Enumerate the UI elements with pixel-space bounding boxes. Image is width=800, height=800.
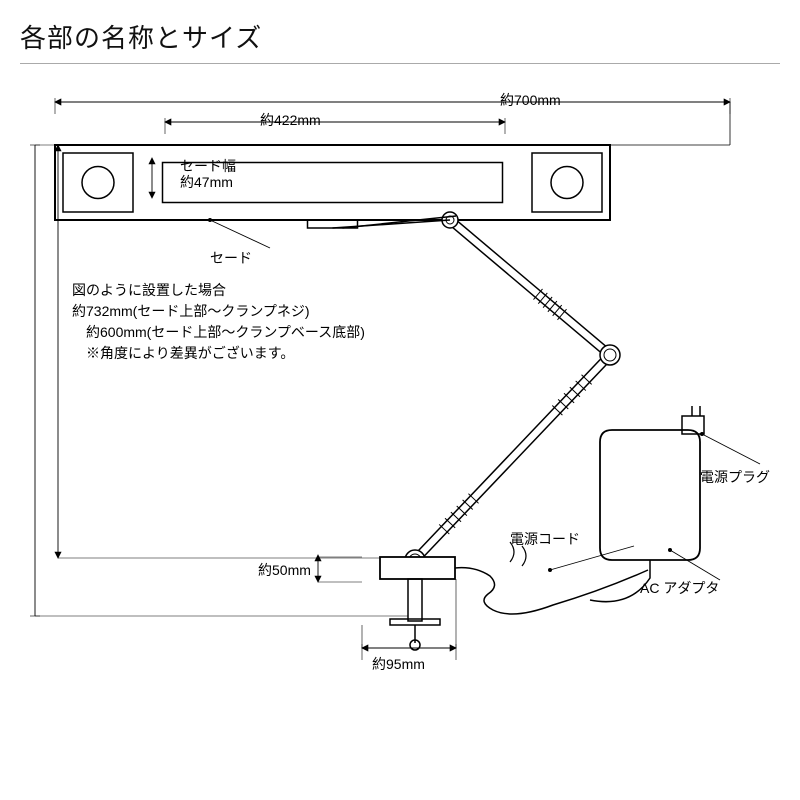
dim-clamp_h: 約50mm xyxy=(258,560,311,580)
note-line: 図のように設置した場合 xyxy=(72,280,365,301)
dim-clamp_w: 約95mm xyxy=(372,654,425,674)
install-note: 図のように設置した場合約732mm(セード上部～クランプネジ) 約600mm(セ… xyxy=(72,280,365,364)
dim-shade_width: 約422mm xyxy=(260,110,321,130)
page: 各部の名称とサイズ 約700mm約422mm約47mmセード幅約50mm約95m… xyxy=(0,0,800,800)
callout-plug: 電源プラグ xyxy=(700,467,770,487)
callout-cord: 電源コード xyxy=(510,529,580,549)
note-line: ※角度により差異がございます。 xyxy=(72,343,365,364)
title-block: 各部の名称とサイズ xyxy=(20,18,780,64)
callout-adapter: AC アダプタ xyxy=(640,578,719,598)
page-title: 各部の名称とサイズ xyxy=(20,18,780,55)
callout-shade_name: セード xyxy=(210,248,252,268)
note-line: 約600mm(セード上部～クランプベース底部) xyxy=(72,322,365,343)
dim-shade_depth_label: セード幅 xyxy=(180,156,236,176)
labels-layer: 約700mm約422mm約47mmセード幅約50mm約95mmセード電源コードA… xyxy=(0,60,800,800)
dim-top_total: 約700mm xyxy=(500,90,561,110)
note-line: 約732mm(セード上部～クランプネジ) xyxy=(72,301,365,322)
